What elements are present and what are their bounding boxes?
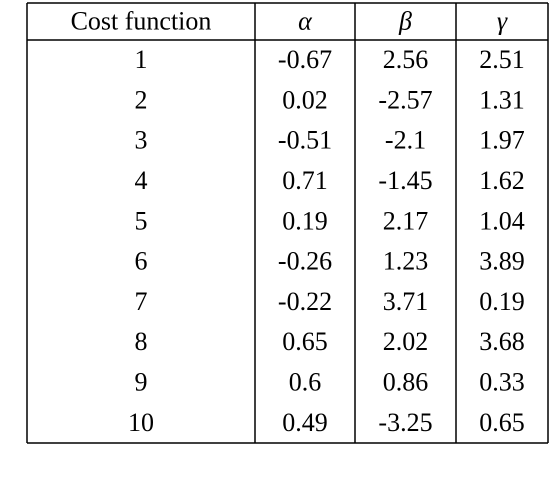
cell: 2.51 — [479, 45, 525, 74]
cell: 6 — [135, 247, 148, 276]
cell: -2.1 — [385, 126, 426, 155]
cell: 0.6 — [289, 368, 322, 397]
cell: 2.02 — [383, 327, 429, 356]
cell: 0.33 — [479, 368, 525, 397]
cell: 2.56 — [383, 45, 429, 74]
cell: 1.04 — [479, 206, 525, 235]
cell: 3 — [135, 126, 148, 155]
cell: 4 — [135, 166, 148, 195]
cell: 7 — [135, 287, 148, 316]
cell: 0.49 — [282, 408, 328, 437]
cell: 1 — [135, 45, 148, 74]
cell: 1.23 — [383, 247, 429, 276]
cell: 10 — [128, 408, 154, 437]
cell: -0.51 — [278, 126, 332, 155]
header-cell: Cost function — [71, 6, 212, 35]
cell: 0.86 — [383, 368, 429, 397]
cell: 0.02 — [282, 85, 328, 114]
cell: -3.25 — [378, 408, 432, 437]
cell: 2 — [135, 85, 148, 114]
cell: 3.68 — [479, 327, 525, 356]
cell: -0.26 — [278, 247, 332, 276]
header-cell: γ — [497, 6, 508, 35]
cell: 1.31 — [479, 85, 525, 114]
cell: 9 — [135, 368, 148, 397]
cell: 1.97 — [479, 126, 525, 155]
cell: 0.71 — [282, 166, 328, 195]
cell: -0.22 — [278, 287, 332, 316]
cell: 1.62 — [479, 166, 525, 195]
cell: -1.45 — [378, 166, 432, 195]
cell: -0.67 — [278, 45, 332, 74]
cell: 3.71 — [383, 287, 429, 316]
cell: -2.57 — [378, 85, 432, 114]
cell: 8 — [135, 327, 148, 356]
cell: 5 — [135, 206, 148, 235]
header-cell: α — [298, 6, 313, 35]
cell: 3.89 — [479, 247, 525, 276]
cell: 0.65 — [282, 327, 328, 356]
cell: 0.19 — [282, 206, 328, 235]
header-cell: β — [398, 6, 412, 35]
cell: 0.19 — [479, 287, 525, 316]
cell: 0.65 — [479, 408, 525, 437]
cell: 2.17 — [383, 206, 429, 235]
